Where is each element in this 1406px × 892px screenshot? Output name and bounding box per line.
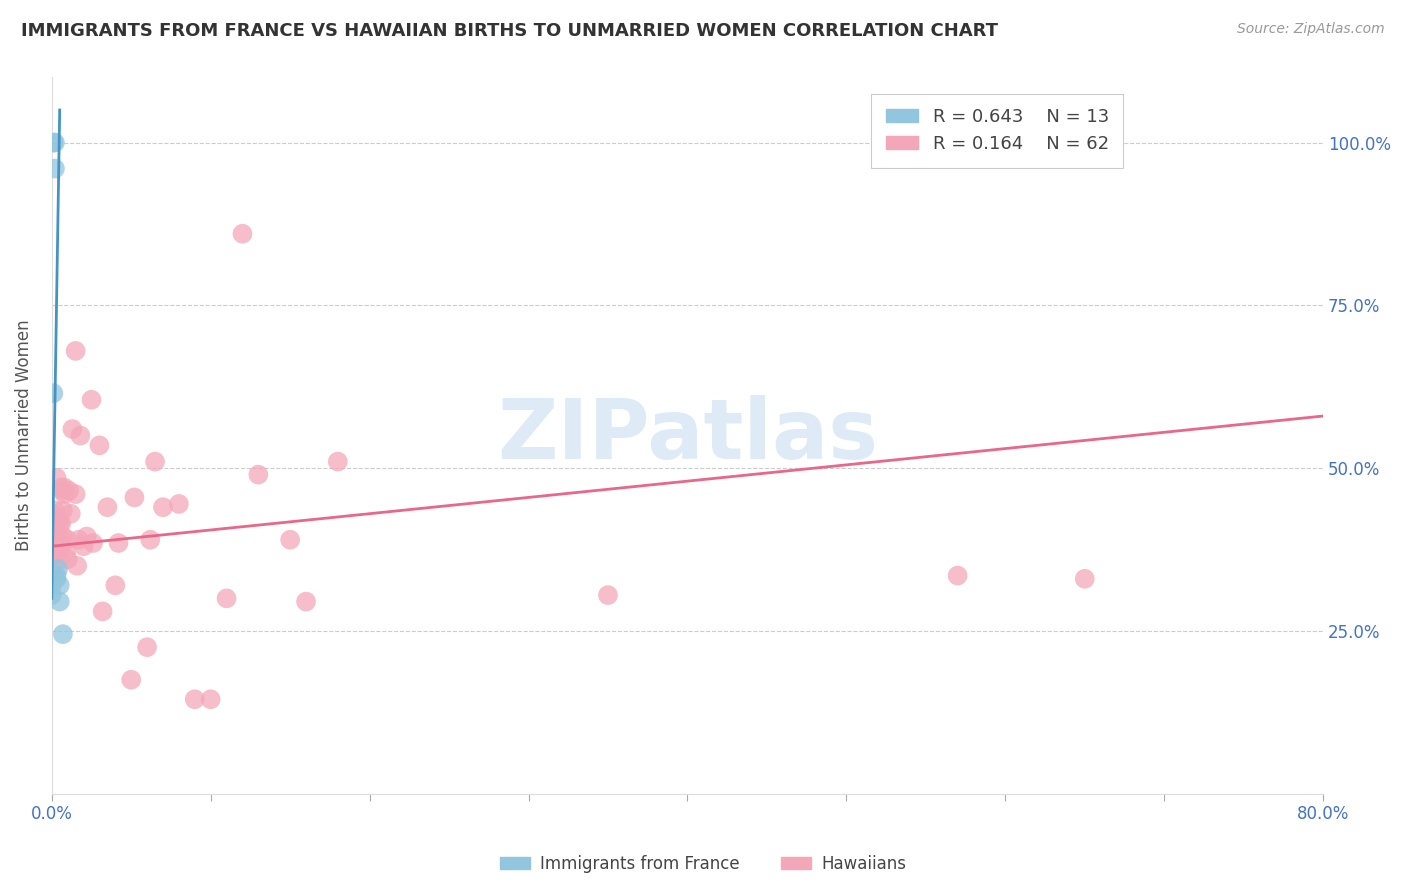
Point <box>143 454 166 468</box>
Point <box>42 536 65 550</box>
Point <box>48 516 70 531</box>
Point <box>48 552 70 566</box>
Point <box>53 481 76 495</box>
Text: ZIPatlas: ZIPatlas <box>496 395 877 476</box>
Point <box>76 529 98 543</box>
Point <box>596 588 619 602</box>
Point <box>59 507 82 521</box>
Point <box>89 438 111 452</box>
Point <box>46 539 69 553</box>
Point <box>51 516 73 531</box>
Point <box>56 533 79 547</box>
Point <box>278 533 301 547</box>
Point <box>44 161 66 176</box>
Point <box>72 539 94 553</box>
Point <box>200 692 222 706</box>
Y-axis label: Births to Unmarried Women: Births to Unmarried Women <box>15 319 32 551</box>
Point <box>184 692 207 706</box>
Point <box>107 536 129 550</box>
Point <box>51 539 73 553</box>
Point <box>52 483 75 498</box>
Point <box>215 591 238 606</box>
Point <box>80 392 103 407</box>
Point <box>52 627 75 641</box>
Point <box>91 604 114 618</box>
Legend: R = 0.643    N = 13, R = 0.164    N = 62: R = 0.643 N = 13, R = 0.164 N = 62 <box>872 94 1123 168</box>
Point <box>120 673 142 687</box>
Point <box>66 558 89 573</box>
Point <box>96 500 118 515</box>
Text: IMMIGRANTS FROM FRANCE VS HAWAIIAN BIRTHS TO UNMARRIED WOMEN CORRELATION CHART: IMMIGRANTS FROM FRANCE VS HAWAIIAN BIRTH… <box>21 22 998 40</box>
Point <box>46 529 69 543</box>
Point <box>48 578 70 592</box>
Point <box>62 422 84 436</box>
Point <box>152 500 174 515</box>
Point <box>45 471 67 485</box>
Point <box>58 483 80 498</box>
Point <box>56 552 79 566</box>
Point <box>52 503 75 517</box>
Point <box>41 566 63 580</box>
Point <box>41 578 63 592</box>
Point <box>326 454 349 468</box>
Point <box>69 428 91 442</box>
Point <box>48 529 70 543</box>
Point <box>67 533 90 547</box>
Point <box>167 497 190 511</box>
Point <box>46 562 69 576</box>
Text: Source: ZipAtlas.com: Source: ZipAtlas.com <box>1237 22 1385 37</box>
Point <box>46 513 69 527</box>
Point <box>41 588 63 602</box>
Point <box>52 529 75 543</box>
Point <box>65 343 87 358</box>
Point <box>247 467 270 482</box>
Point <box>82 536 104 550</box>
Point <box>42 136 65 150</box>
Point <box>44 136 66 150</box>
Point <box>295 594 318 608</box>
Point <box>45 546 67 560</box>
Point <box>48 536 70 550</box>
Point <box>53 487 76 501</box>
Point <box>139 533 162 547</box>
Point <box>45 510 67 524</box>
Point <box>136 640 159 655</box>
Point <box>42 549 65 563</box>
Point <box>42 572 65 586</box>
Point <box>1074 572 1097 586</box>
Point <box>124 491 146 505</box>
Point <box>45 568 67 582</box>
Point <box>44 529 66 543</box>
Point <box>45 572 67 586</box>
Point <box>44 503 66 517</box>
Point <box>946 568 969 582</box>
Point <box>42 386 65 401</box>
Point <box>48 594 70 608</box>
Point <box>231 227 253 241</box>
Point <box>55 546 77 560</box>
Point <box>104 578 127 592</box>
Point <box>65 487 87 501</box>
Point <box>44 516 66 531</box>
Point <box>51 481 73 495</box>
Legend: Immigrants from France, Hawaiians: Immigrants from France, Hawaiians <box>494 848 912 880</box>
